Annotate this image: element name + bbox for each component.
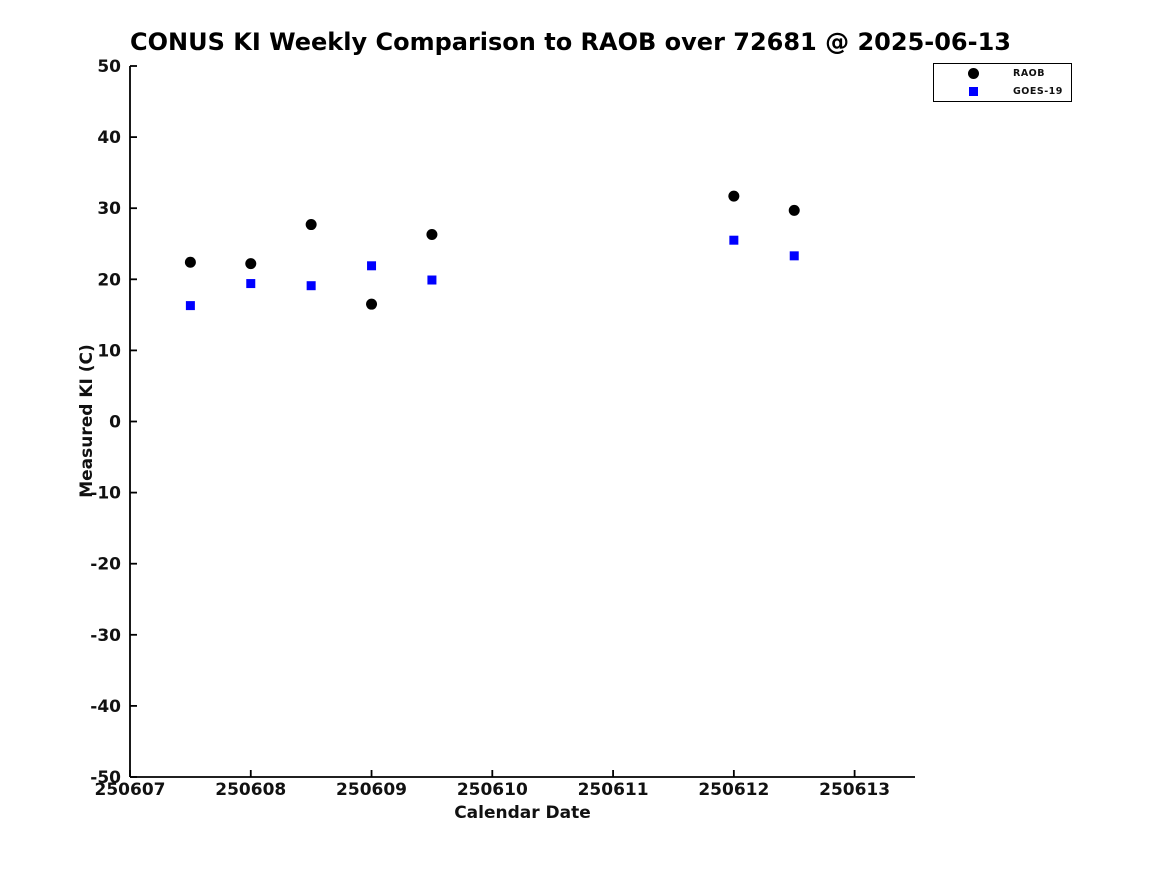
raob-data-point bbox=[245, 258, 257, 270]
y-tick-label: 0 bbox=[109, 413, 121, 433]
legend: RAOB GOES-19 bbox=[933, 63, 1072, 102]
legend-label-goes-19: GOES-19 bbox=[1013, 85, 1063, 97]
goes-19-data-point bbox=[367, 261, 377, 271]
x-tick-label: 250607 bbox=[95, 780, 166, 800]
y-tick-label: -20 bbox=[90, 555, 121, 575]
goes-19-data-point bbox=[729, 235, 739, 245]
goes-19-data-point bbox=[789, 251, 799, 261]
legend-label-raob: RAOB bbox=[1013, 68, 1045, 80]
x-tick-label: 250610 bbox=[457, 780, 528, 800]
x-axis-label: Calendar Date bbox=[454, 803, 591, 823]
legend-item-raob: RAOB bbox=[934, 66, 1071, 81]
goes-19-data-point bbox=[427, 275, 437, 285]
y-tick-label: 20 bbox=[97, 270, 121, 290]
y-tick-label: -30 bbox=[90, 626, 121, 646]
y-tick-label: 50 bbox=[97, 57, 121, 77]
legend-item-goes-19: GOES-19 bbox=[934, 84, 1071, 99]
y-tick-label: 10 bbox=[97, 341, 121, 361]
raob-data-point bbox=[305, 219, 317, 231]
y-tick-label: 40 bbox=[97, 128, 121, 148]
y-tick-label: 30 bbox=[97, 199, 121, 219]
y-tick-label: -10 bbox=[90, 484, 121, 504]
raob-data-point bbox=[426, 229, 438, 241]
y-tick-label: -50 bbox=[90, 768, 121, 788]
raob-data-point bbox=[728, 190, 740, 202]
goes-19-data-point bbox=[185, 301, 195, 311]
raob-data-point bbox=[184, 256, 196, 268]
x-tick-label: 250611 bbox=[578, 780, 649, 800]
y-axis-label: Measured KI (C) bbox=[77, 344, 97, 498]
raob-data-point bbox=[366, 298, 378, 310]
chart-title: CONUS KI Weekly Comparison to RAOB over … bbox=[130, 28, 1011, 56]
goes-19-data-point bbox=[246, 279, 256, 289]
x-tick-label: 250613 bbox=[819, 780, 890, 800]
goes-19-data-point bbox=[306, 281, 316, 291]
y-tick-label: -40 bbox=[90, 697, 121, 717]
x-tick-label: 250609 bbox=[336, 780, 407, 800]
raob-data-point bbox=[788, 204, 800, 216]
raob-circle-marker-icon bbox=[934, 68, 1013, 80]
x-tick-label: 250612 bbox=[698, 780, 769, 800]
x-tick-label: 250608 bbox=[215, 780, 286, 800]
goes-19-square-marker-icon bbox=[934, 86, 1013, 96]
